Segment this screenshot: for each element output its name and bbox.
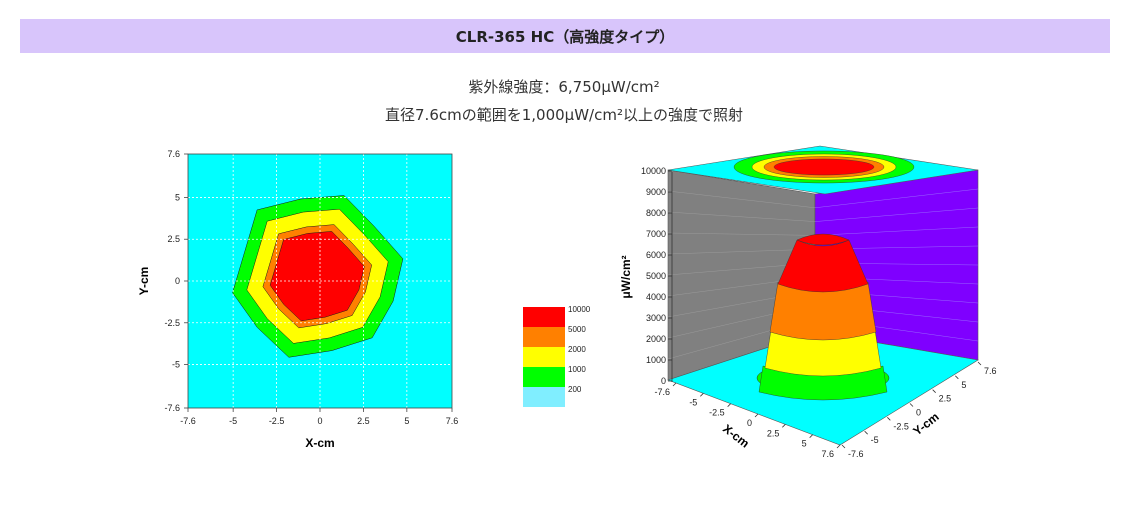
surface-peak — [796, 233, 850, 246]
x-tick-label: -2.5 — [269, 416, 285, 426]
y-tick-label-3d: 5 — [961, 380, 966, 390]
x-tick-label-3d: 5 — [802, 439, 807, 449]
contour-level-10000 — [269, 231, 365, 322]
y-tick-mark-3d — [977, 361, 982, 366]
x-tick-label-3d: -7.6 — [654, 387, 670, 397]
x-tick-label-3d: 2.5 — [767, 428, 780, 438]
y-tick-mark-3d — [864, 430, 868, 435]
y-tick-label: 5 — [175, 192, 180, 202]
x-tick-label: 5 — [404, 416, 409, 426]
z-tick-label: 2000 — [646, 334, 666, 344]
z-tick-label: 10000 — [641, 166, 666, 176]
y-tick-mark-3d — [841, 444, 846, 449]
z-tick-label: 5000 — [646, 271, 666, 281]
y-tick-label-3d: 7.6 — [984, 366, 997, 376]
x-tick-label-3d: 7.6 — [821, 449, 834, 459]
x-tick-label: 2.5 — [357, 416, 370, 426]
wall-grid-line — [667, 232, 816, 236]
y-tick-label: 2.5 — [167, 234, 180, 244]
wall-grid-line — [814, 207, 979, 222]
y-tick-label-3d: -5 — [871, 435, 879, 445]
x-tick-label: 7.6 — [446, 416, 459, 426]
y-tick-label: 7.6 — [167, 149, 180, 159]
title-bar: CLR-365 HC（高強度タイプ） — [20, 19, 1110, 53]
x-tick-label: -7.6 — [180, 416, 196, 426]
z-tick-label: 3000 — [646, 313, 666, 323]
x-tick-mark-3d — [809, 434, 813, 438]
x-tick-label: -5 — [229, 416, 237, 426]
y-tick-label: -2.5 — [164, 318, 180, 328]
y-tick-mark-3d — [887, 417, 891, 421]
y-tick-mark-3d — [909, 403, 914, 407]
wall-grid-line — [667, 248, 816, 255]
subtitle-range: 直径7.6cmの範囲を1,000μW/cm²以上の強度で照射 — [385, 106, 743, 124]
surface-band-10000 — [777, 239, 869, 293]
z-tick-label: 6000 — [646, 250, 666, 260]
z-tick-label: 9000 — [646, 187, 666, 197]
x-tick-label: 0 — [317, 416, 322, 426]
wall-grid-line — [667, 211, 816, 222]
wall-grid-line — [667, 190, 816, 209]
y-axis-label-2d: Y-cm — [137, 267, 151, 296]
x-tick-mark-3d — [836, 444, 841, 449]
page-title: CLR-365 HC（高強度タイプ） — [455, 27, 675, 46]
y-tick-label-3d: -7.6 — [848, 449, 864, 459]
y-tick-label-3d: 2.5 — [939, 394, 952, 404]
subtitle-intensity: 紫外線強度：6,750μW/cm² — [468, 78, 660, 96]
y-tick-label: 0 — [175, 276, 180, 286]
y-tick-label: -5 — [172, 360, 180, 370]
y-tick-label: -7.6 — [164, 403, 180, 413]
z-tick-label: 1000 — [646, 355, 666, 365]
x-tick-mark-3d — [700, 393, 704, 397]
x-axis-label-2d: X-cm — [305, 436, 334, 450]
x-tick-mark-3d — [754, 413, 759, 418]
x-tick-mark-3d — [782, 424, 786, 428]
y-tick-mark-3d — [932, 389, 936, 393]
wall-grid-line — [814, 226, 979, 236]
x-tick-mark-3d — [727, 403, 731, 407]
z-tick-label: 4000 — [646, 292, 666, 302]
z-tick-label: 7000 — [646, 229, 666, 239]
y-tick-label-3d: -2.5 — [893, 421, 909, 431]
x-tick-label-3d: 0 — [747, 418, 752, 428]
z-tick-label: 8000 — [646, 208, 666, 218]
y-tick-mark-3d — [955, 375, 959, 380]
z-axis-label-3d: μW/cm² — [619, 255, 633, 298]
x-tick-label-3d: -5 — [689, 397, 697, 407]
y-tick-label-3d: 0 — [916, 408, 921, 418]
x-tick-mark-3d — [672, 382, 677, 387]
top-contour-10000 — [773, 158, 875, 176]
x-tick-label-3d: -2.5 — [709, 408, 725, 418]
z-tick-label: 0 — [661, 376, 666, 386]
wall-grid-line — [814, 188, 979, 209]
